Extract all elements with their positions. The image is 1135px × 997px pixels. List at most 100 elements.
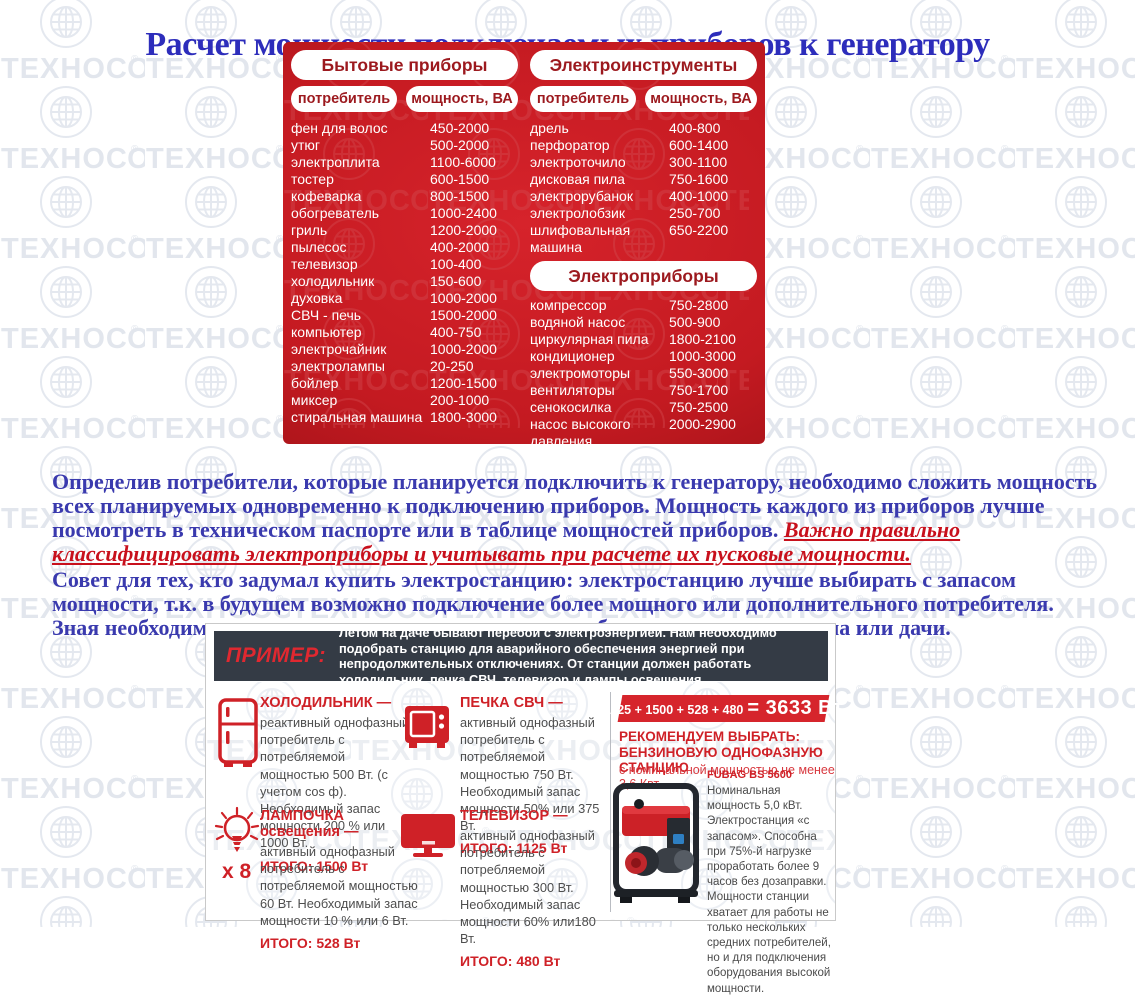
- consumer-power: 500-900: [669, 314, 721, 330]
- consumer-power: 600-1500: [430, 171, 490, 187]
- item-body: реактивный однофазный потребитель с потр…: [260, 715, 410, 851]
- item-title: ХОЛОДИЛЬНИК —: [260, 695, 392, 711]
- table-row: гриль 1200-2000: [291, 222, 518, 239]
- item-body: активный однофазный потребитель с потреб…: [460, 715, 600, 834]
- consumer-power: 400-800: [669, 120, 721, 136]
- consumer-power: 650-2200: [669, 222, 729, 238]
- consumer-name: электролобзик: [530, 205, 625, 221]
- example-intro-text: Летом на даче бывают перебои с электроэн…: [338, 625, 777, 687]
- generator-specs: FUBAG BS 5600 Номинальная мощность 5,0 к…: [707, 769, 831, 997]
- household-rows: фен для волос 450-2000 утюг 500-2000 эле…: [291, 120, 518, 426]
- consumer-name: сенокосилка: [530, 399, 612, 415]
- sum-banner: 1125 + 1500 + 528 + 480 = 3633 Вт: [604, 695, 843, 722]
- consumer-name: пылесос: [291, 239, 347, 255]
- example-label: ПРИМЕР:: [226, 644, 326, 667]
- consumer-power: 750-2800: [669, 297, 729, 313]
- consumer-column-header: потребитель: [291, 86, 397, 112]
- table-row: компрессор 750-2800: [530, 297, 757, 314]
- lamp-item: ЛАМПОЧКА освещения — активный однофазный…: [260, 808, 418, 951]
- table-row: кофеварка 800-1500: [291, 188, 518, 205]
- paragraph-power-calculation: Определив потребители, которые планирует…: [52, 470, 1100, 566]
- consumer-power: 2000-2900: [669, 416, 736, 432]
- consumer-name: СВЧ - печь: [291, 307, 362, 323]
- item-total: ИТОГО: 1500 Вт: [260, 857, 369, 874]
- consumer-power: 400-1000: [669, 188, 729, 204]
- table-row: стиральная машина 1800-3000: [291, 409, 518, 426]
- consumer-name: перфоратор: [530, 137, 610, 153]
- generator-model: FUBAG BS 5600: [707, 769, 792, 781]
- table-row: электролампы 20-250: [291, 358, 518, 375]
- item-total: ИТОГО: 1125 Вт: [460, 840, 568, 857]
- consumer-power: 500-2000: [430, 137, 490, 153]
- sum-formula: 1125 + 1500 + 528 + 480: [603, 703, 744, 717]
- item-body: активный однофазный потребитель с потреб…: [260, 844, 418, 928]
- consumer-name: миксер: [291, 392, 338, 408]
- consumer-name: гриль: [291, 222, 328, 238]
- example-header-band: ПРИМЕР: Летом на даче бывают перебои с э…: [214, 625, 828, 687]
- table-row: обогреватель 1000-2400: [291, 205, 518, 222]
- power-column-header: мощность, ВА: [406, 86, 518, 112]
- consumer-power: 800-1500: [430, 188, 490, 204]
- consumer-name: телевизор: [291, 256, 358, 272]
- table-row: пылесос 400-2000: [291, 239, 518, 256]
- consumer-power: 1200-2000: [430, 222, 497, 238]
- table-row: компьютер 400-750: [291, 324, 518, 341]
- item-title: ПЕЧКА СВЧ —: [460, 695, 563, 711]
- table-row: телевизор 100-400: [291, 256, 518, 273]
- table-row: электромоторы 550-3000: [530, 365, 757, 382]
- consumer-power: 1000-2000: [430, 341, 497, 357]
- consumer-power: 400-2000: [430, 239, 490, 255]
- fridge-item: ХОЛОДИЛЬНИК — реактивный однофазный потр…: [260, 695, 414, 874]
- table-row: холодильник 150-600: [291, 273, 518, 290]
- consumer-name: компьютер: [291, 324, 362, 340]
- consumer-name: бойлер: [291, 375, 339, 391]
- consumer-power: 1500-2000: [430, 307, 497, 323]
- consumer-name: кондиционер: [530, 348, 615, 364]
- consumer-power: 200-1000: [430, 392, 490, 408]
- consumer-name: обогреватель: [291, 205, 380, 221]
- consumer-power: 150-600: [430, 273, 482, 289]
- table-row: перфоратор 600-1400: [530, 137, 757, 154]
- table-row: дисковая пила 750-1600: [530, 171, 757, 188]
- microwave-item: ПЕЧКА СВЧ — активный однофазный потребит…: [460, 695, 610, 856]
- consumer-power: 300-1100: [669, 154, 728, 170]
- consumer-name: дисковая пила: [530, 171, 625, 187]
- household-header: Бытовые приборы: [291, 50, 518, 80]
- table-row: электрочайник 1000-2000: [291, 341, 518, 358]
- table-row: сенокосилка 750-2500: [530, 399, 757, 416]
- consumer-power: 600-1400: [669, 137, 729, 153]
- consumer-power: 1800-2100: [669, 331, 736, 347]
- consumer-column-header: потребитель: [530, 86, 636, 112]
- table-row: электролобзик 250-700: [530, 205, 757, 222]
- consumer-name: холодильник: [291, 273, 375, 289]
- table-row: электрорубанок 400-1000: [530, 188, 757, 205]
- table-row: вентиляторы 750-1700: [530, 382, 757, 399]
- table-row: СВЧ - печь 1500-2000: [291, 307, 518, 324]
- consumer-power: 1000-3000: [669, 348, 736, 364]
- consumer-name: дрель: [530, 120, 569, 136]
- consumer-name: утюг: [291, 137, 321, 153]
- power-column-header: мощность, ВА: [645, 86, 757, 112]
- consumer-power: 1800-3000: [430, 409, 497, 425]
- electric-appliances-header: Электроприборы: [530, 261, 757, 291]
- table-row: насос высокого давления 2000-2900: [530, 416, 757, 450]
- consumer-power: 750-1700: [669, 382, 729, 398]
- table-row: электроточило 300-1100: [530, 154, 757, 171]
- consumer-name: шлифовальная машина: [530, 222, 631, 255]
- table-row: фен для волос 450-2000: [291, 120, 518, 137]
- table-row: водяной насос 500-900: [530, 314, 757, 331]
- example-box: ПРИМЕР: Летом на даче бывают перебои с э…: [205, 623, 843, 995]
- consumer-power: 250-700: [669, 205, 721, 221]
- consumer-power: 450-2000: [430, 120, 490, 136]
- column-divider: [610, 692, 611, 912]
- power-tools-column: Электроинструменты потребитель мощность,…: [530, 50, 757, 450]
- consumer-name: стиральная машина: [291, 409, 423, 425]
- consumer-power: 1200-1500: [430, 375, 497, 391]
- consumer-name: вентиляторы: [530, 382, 615, 398]
- table-row: циркулярная пила 1800-2100: [530, 331, 757, 348]
- consumer-name: фен для волос: [291, 120, 388, 136]
- consumer-name: кофеварка: [291, 188, 362, 204]
- power-table-card: Бытовые приборы потребитель мощность, ВА…: [283, 42, 765, 449]
- lamp-count: х 8: [222, 860, 252, 883]
- sum-result: = 3633 Вт: [747, 697, 844, 719]
